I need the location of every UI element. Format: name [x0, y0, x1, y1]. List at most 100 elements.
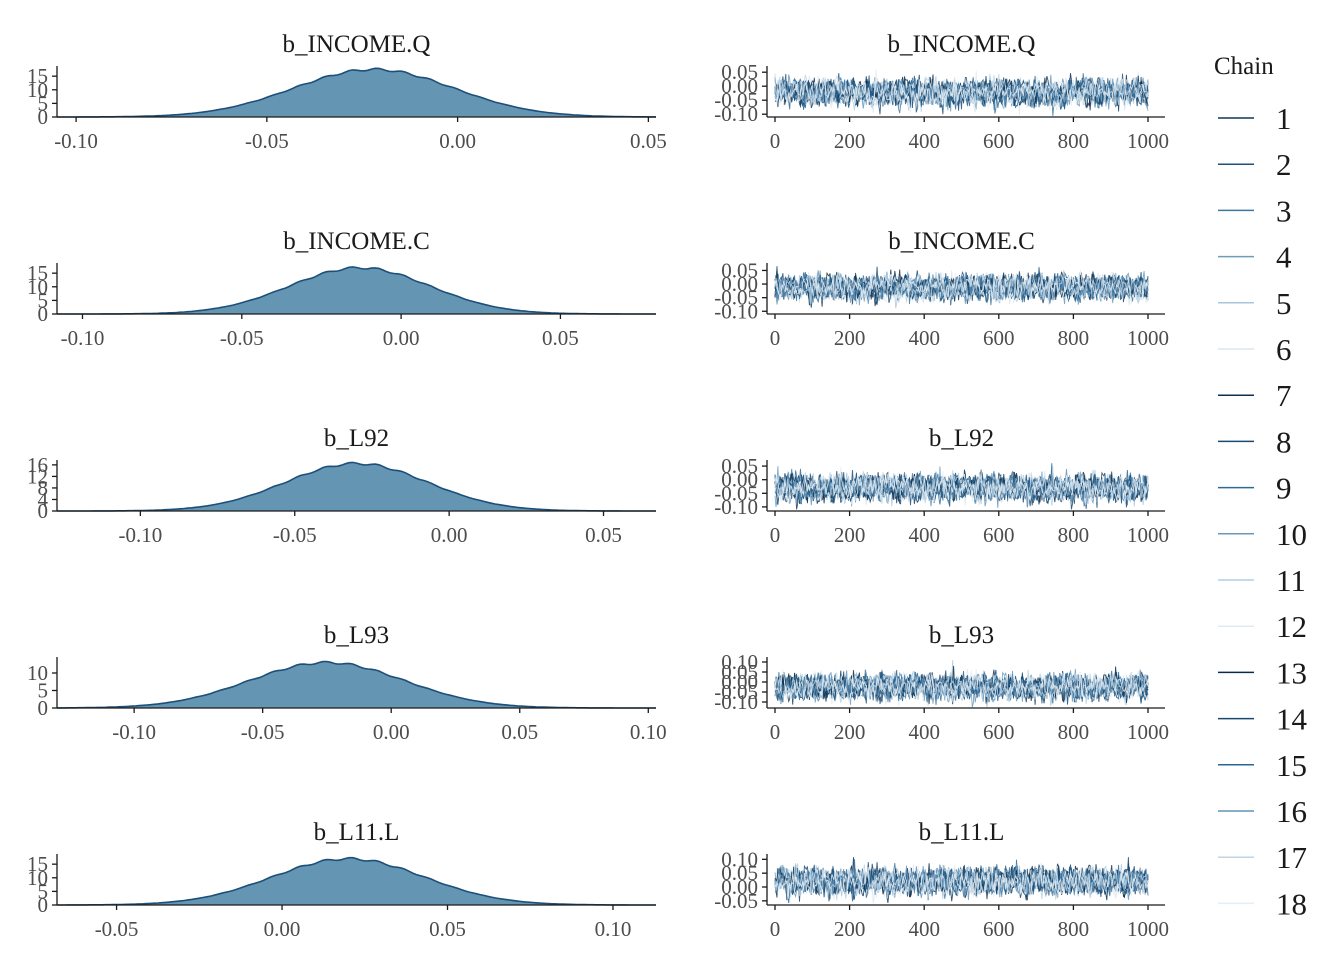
trace-panel-3: b_L93 0 200 400 600 800 1000 -0.10-0.050.000.05… — [714, 622, 1169, 744]
legend-item-12: 12 — [1218, 609, 1307, 644]
y-tick-label: 8 — [38, 476, 49, 500]
trace-panel-2: b_L92 0 200 400 600 800 1000 -0.10-0.050.000.05 — [714, 425, 1169, 547]
y-tick-label: 10 — [27, 661, 48, 685]
x-tick-label: 0.00 — [439, 129, 476, 153]
trace-chain-17 — [774, 73, 1149, 111]
y-tick-label: 5 — [38, 91, 49, 115]
x-tick-label: 0.05 — [542, 326, 579, 350]
y-tick-label: -0.05 — [714, 88, 758, 112]
panel-title: b_INCOME.C — [888, 228, 1035, 255]
legend-label: 18 — [1276, 886, 1307, 921]
x-tick-label: 400 — [908, 129, 940, 153]
legend-item-17: 17 — [1218, 840, 1307, 875]
y-tick-label: 0 — [38, 302, 49, 326]
panel-title: b_L11.L — [314, 819, 400, 846]
x-tick-label: -0.10 — [61, 326, 105, 350]
panel-title: b_INCOME.C — [283, 228, 430, 255]
legend-label: 13 — [1276, 655, 1307, 690]
x-tick-label: -0.05 — [95, 917, 139, 941]
y-tick-label: 0.00 — [721, 272, 758, 296]
legend-label: 1 — [1276, 101, 1292, 136]
x-tick-label: 0.10 — [630, 720, 667, 744]
x-tick-label: 600 — [983, 129, 1015, 153]
y-tick-label: 16 — [27, 453, 48, 477]
y-tick-label: 15 — [27, 852, 48, 876]
legend-item-16: 16 — [1218, 794, 1307, 829]
x-tick-label: 800 — [1058, 326, 1090, 350]
x-tick-label: -0.05 — [220, 326, 264, 350]
legend-label: 17 — [1276, 840, 1307, 875]
x-tick-label: 600 — [983, 326, 1015, 350]
x-tick-label: 0.00 — [431, 523, 468, 547]
y-tick-label: -0.10 — [714, 690, 758, 714]
legend-label: 11 — [1276, 563, 1306, 598]
legend-label: 16 — [1276, 794, 1307, 829]
legend-label: 4 — [1276, 240, 1292, 275]
x-tick-label: 400 — [908, 720, 940, 744]
x-tick-label: 800 — [1058, 523, 1090, 547]
x-tick-label: 0 — [770, 917, 781, 941]
x-tick-label: 200 — [834, 720, 866, 744]
y-tick-label: -0.05 — [714, 481, 758, 505]
y-tick-label: 5 — [38, 679, 49, 703]
x-tick-label: 0.05 — [501, 720, 538, 744]
x-tick-label: 1000 — [1127, 129, 1169, 153]
x-tick-label: 0.05 — [630, 129, 667, 153]
legend-item-3: 3 — [1218, 193, 1292, 228]
legend-label: 15 — [1276, 748, 1307, 783]
panel-title: b_L92 — [929, 425, 994, 452]
density-area — [57, 857, 656, 905]
y-tick-label: 5 — [38, 288, 49, 312]
panels: b_INCOME.Q-0.10 -0.05 0.00 0.05051015b_INCO… — [27, 31, 1169, 941]
trace-chain-17 — [774, 272, 1149, 305]
legend-item-13: 13 — [1218, 655, 1307, 690]
x-tick-label: 400 — [908, 917, 940, 941]
x-tick-label: 1000 — [1127, 523, 1169, 547]
y-tick-label: 15 — [27, 261, 48, 285]
legend-label: 9 — [1276, 471, 1292, 506]
legend-item-10: 10 — [1218, 517, 1307, 552]
trace-chain-16 — [774, 468, 1149, 508]
trace-chain-18 — [774, 270, 1149, 305]
density-area — [57, 661, 656, 708]
x-tick-label: 0 — [770, 720, 781, 744]
legend-label: 12 — [1276, 609, 1307, 644]
density-area — [57, 266, 656, 314]
x-tick-label: 1000 — [1127, 326, 1169, 350]
density-line — [57, 856, 656, 906]
density-line — [57, 67, 656, 118]
x-tick-label: -0.05 — [245, 129, 289, 153]
x-tick-label: 1000 — [1127, 917, 1169, 941]
y-tick-label: 15 — [27, 64, 48, 88]
y-tick-label: 0.00 — [721, 74, 758, 98]
panel-title: b_INCOME.Q — [888, 31, 1036, 58]
density-line — [57, 461, 656, 512]
x-tick-label: 800 — [1058, 129, 1090, 153]
y-tick-label: -0.10 — [714, 299, 758, 323]
x-tick-label: -0.10 — [54, 129, 98, 153]
legend-item-2: 2 — [1218, 147, 1292, 182]
x-tick-label: 400 — [908, 523, 940, 547]
x-tick-label: -0.05 — [241, 720, 285, 744]
trace-chain-18 — [774, 466, 1149, 505]
legend-label: 2 — [1276, 147, 1292, 182]
x-tick-label: -0.10 — [118, 523, 162, 547]
x-tick-label: 600 — [983, 720, 1015, 744]
panel-title: b_L11.L — [919, 819, 1005, 846]
legend-item-8: 8 — [1218, 424, 1292, 459]
y-tick-label: -0.05 — [714, 889, 758, 913]
density-line — [57, 266, 656, 315]
y-tick-label: 0.00 — [721, 875, 758, 899]
y-tick-label: 0.10 — [721, 847, 758, 871]
y-tick-label: 0.05 — [721, 660, 758, 684]
trace-panel-0: b_INCOME.Q0 200 400 600 800 1000-0.10-0.050.0… — [714, 31, 1169, 153]
x-tick-label: 200 — [834, 523, 866, 547]
legend-title: Chain — [1214, 53, 1274, 80]
x-tick-label: 200 — [834, 129, 866, 153]
y-tick-label: 0.05 — [721, 861, 758, 885]
x-tick-label: 200 — [834, 326, 866, 350]
